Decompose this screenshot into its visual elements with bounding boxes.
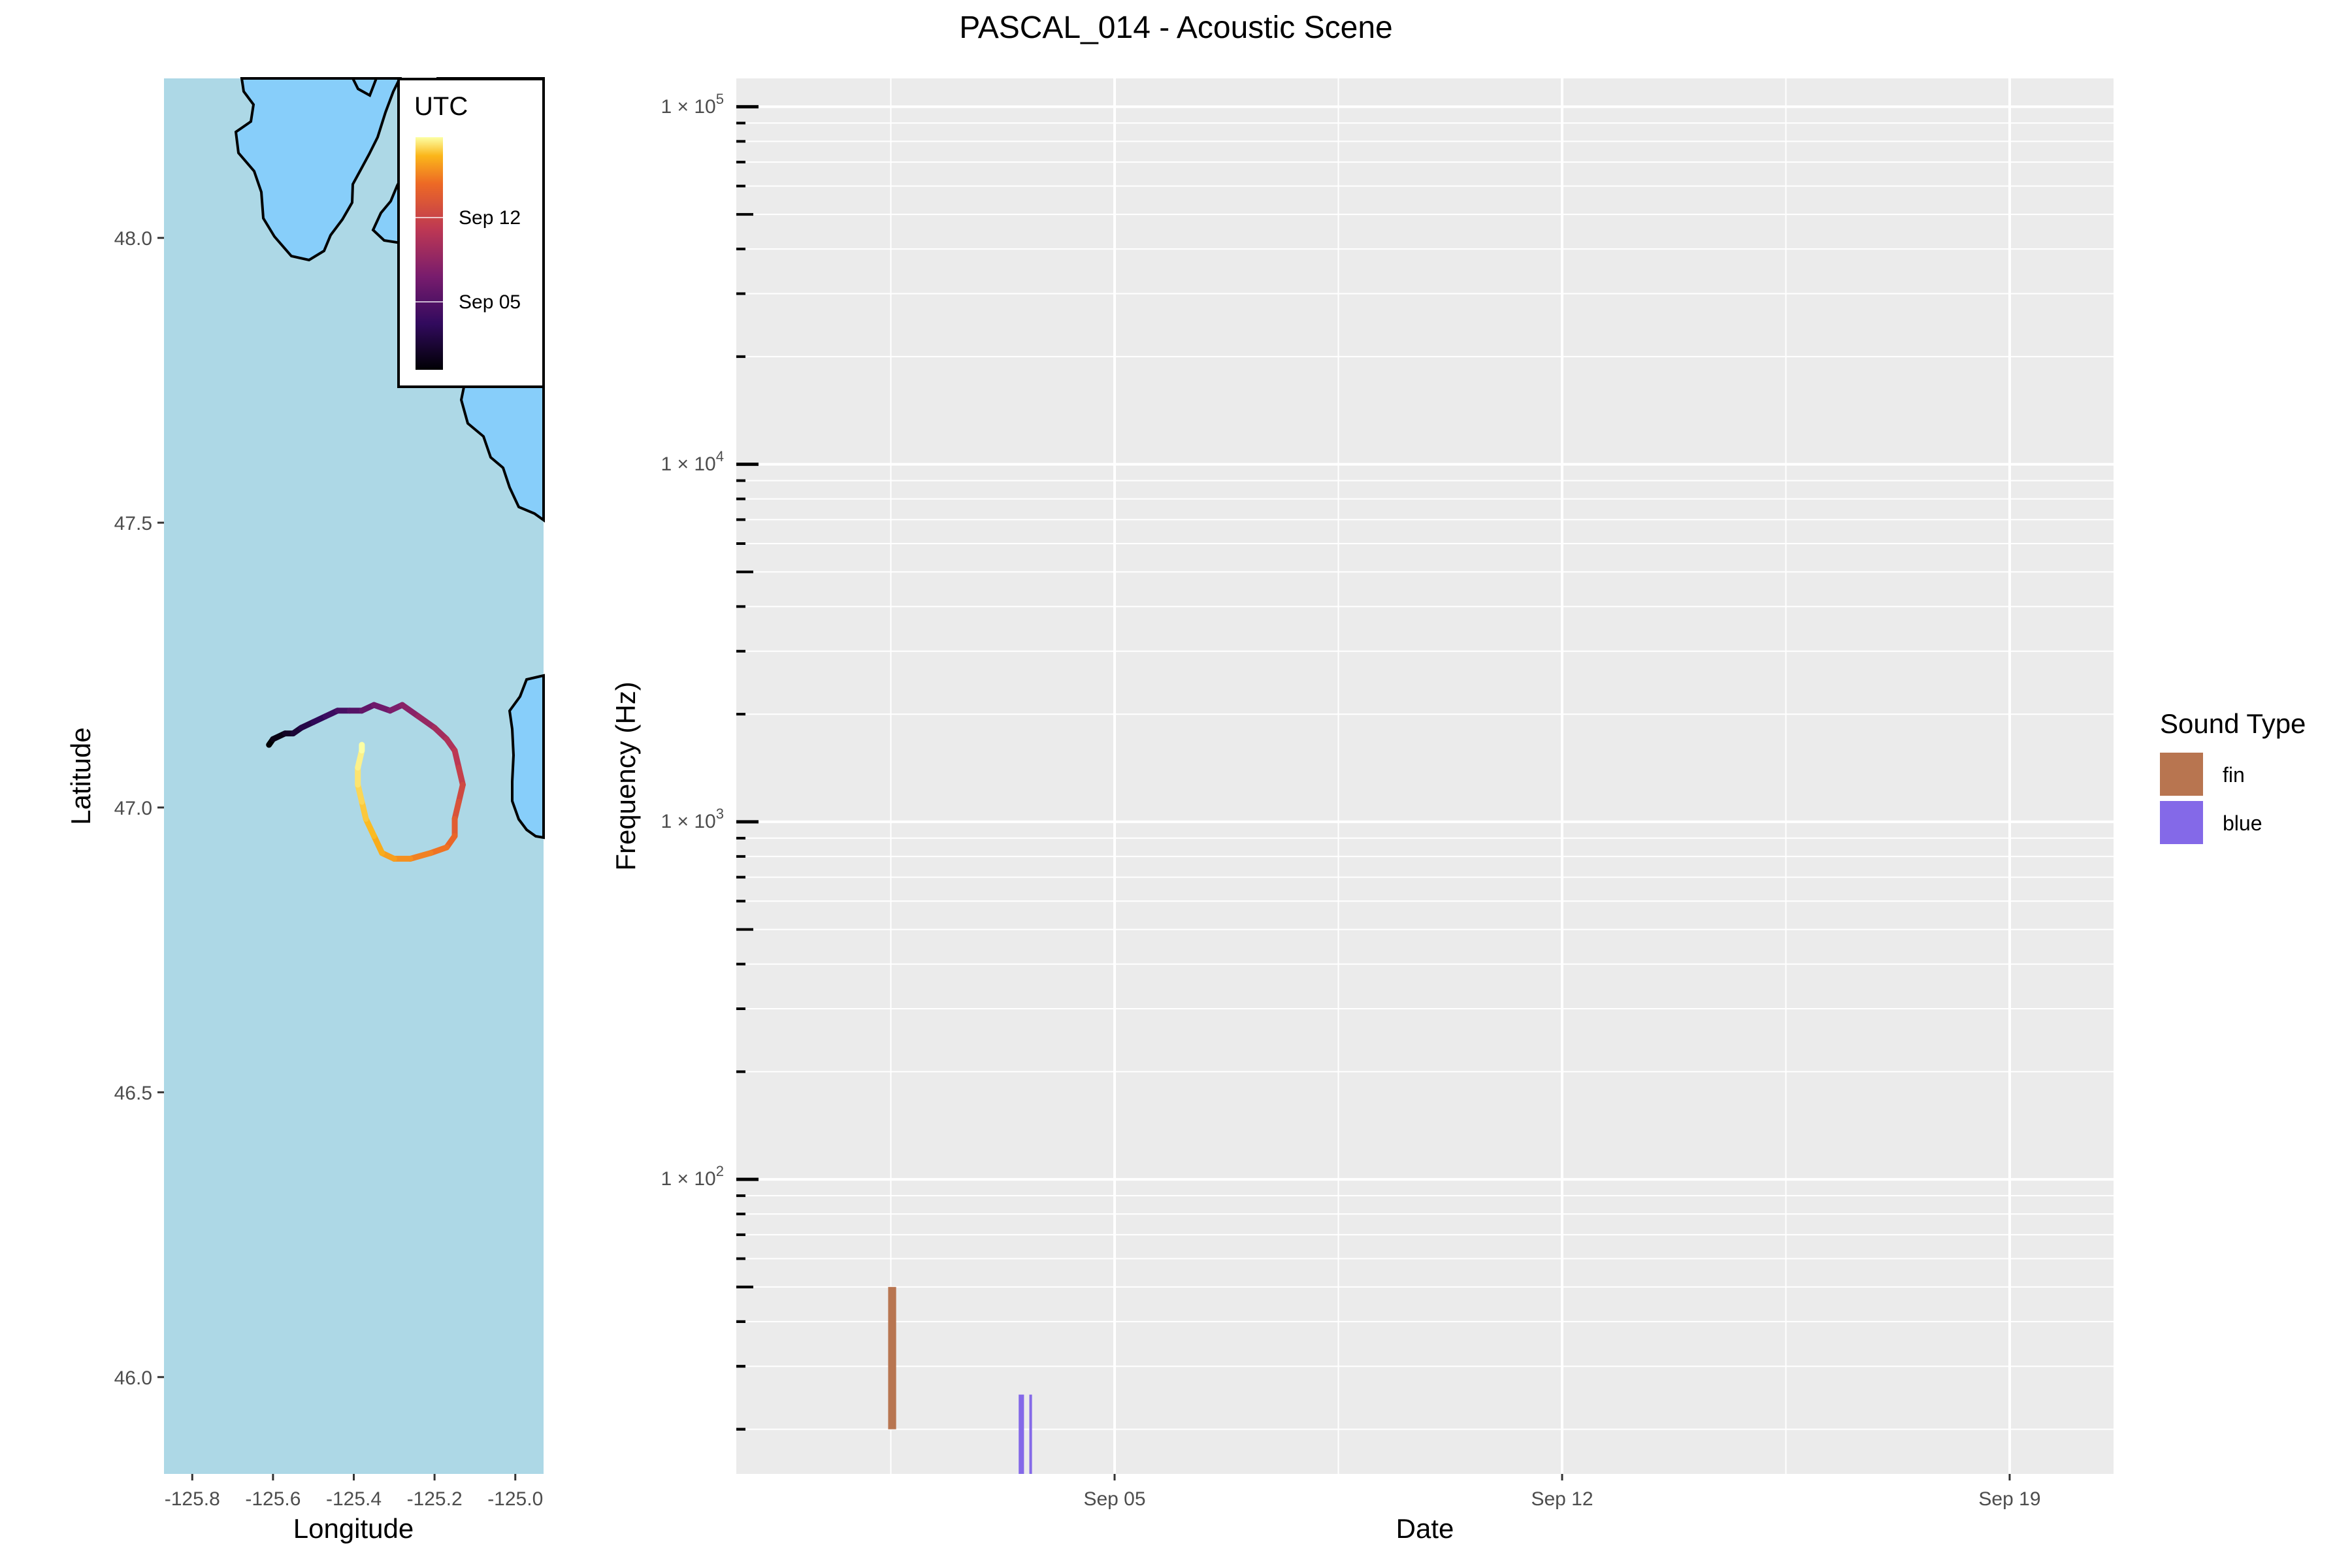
land-lower-right — [508, 674, 545, 840]
y-tick-label-1e5: 1 × 105 — [661, 91, 725, 118]
track-segment — [363, 815, 377, 840]
freq-grid — [736, 78, 2114, 1474]
map-x-axis-title: Longitude — [293, 1513, 414, 1544]
map-x-tick-label: -125.2 — [407, 1488, 463, 1510]
vessel-track — [266, 702, 466, 862]
track-segment — [415, 713, 438, 731]
sound-bar-fin — [888, 1286, 896, 1429]
freq-x-tick-label: Sep 12 — [1531, 1488, 1593, 1510]
freq-panel-background — [736, 78, 2114, 1474]
legend-label-blue: blue — [2223, 811, 2262, 835]
sound-type-legend-title: Sound Type — [2160, 708, 2306, 739]
map-x-tick-label: -125.4 — [326, 1488, 382, 1510]
frequency-panel: 1 × 105 1 × 104 1 × 103 1 × 102 Sep 05 Se… — [610, 78, 2306, 1544]
freq-x-axis: Sep 05 Sep 12 Sep 19 — [1083, 1474, 2041, 1510]
map-y-axis: 46.0 46.5 47.0 47.5 48.0 — [114, 228, 164, 1389]
map-panel: UTC Sep 12 Sep 05 -125.8 -125.6 -125.4 -125… — [65, 77, 545, 1544]
freq-x-tick-label: Sep 05 — [1083, 1488, 1145, 1510]
sound-type-legend: Sound Type fin blue — [2160, 708, 2306, 844]
freq-x-tick-label: Sep 19 — [1978, 1488, 2040, 1510]
map-y-tick-label: 47.0 — [114, 798, 152, 819]
legend-label-fin: fin — [2223, 763, 2245, 787]
legend-key-blue — [2160, 801, 2203, 844]
map-y-axis-title: Latitude — [65, 727, 96, 825]
utc-label-sep12: Sep 12 — [459, 207, 521, 229]
utc-legend: UTC Sep 12 Sep 05 — [397, 78, 545, 388]
land-upper-left — [234, 77, 402, 262]
sound-bar-blue — [1019, 1394, 1024, 1474]
map-x-axis: -125.8 -125.6 -125.4 -125.2 -125.0 — [165, 1474, 543, 1510]
y-tick-label-1e3: 1 × 103 — [661, 806, 725, 832]
track-segment — [407, 850, 434, 862]
land-islet — [350, 77, 378, 97]
map-y-tick-label: 46.5 — [114, 1083, 152, 1104]
figure-title: PASCAL_014 - Acoustic Scene — [959, 10, 1393, 45]
map-x-tick-label: -125.8 — [165, 1488, 220, 1510]
utc-label-sep05: Sep 05 — [459, 291, 521, 313]
track-segment — [399, 702, 421, 719]
map-y-tick-label: 48.0 — [114, 228, 152, 250]
freq-y-axis-title: Frequency (Hz) — [610, 681, 641, 870]
map-y-tick-label: 46.0 — [114, 1367, 152, 1389]
map-x-tick-label: -125.6 — [245, 1488, 301, 1510]
sound-bar-blue — [1029, 1394, 1032, 1474]
map-x-tick-label: -125.0 — [487, 1488, 543, 1510]
utc-legend-title: UTC — [414, 92, 468, 121]
y-tick-label-1e2: 1 × 102 — [661, 1163, 725, 1190]
track-segment — [370, 833, 385, 857]
freq-x-axis-title: Date — [1396, 1513, 1454, 1544]
utc-colorbar — [416, 137, 443, 370]
y-tick-label-1e4: 1 × 104 — [661, 448, 725, 475]
legend-key-fin — [2160, 753, 2203, 796]
map-y-tick-label: 47.5 — [114, 513, 152, 534]
freq-bars — [888, 1286, 1032, 1474]
